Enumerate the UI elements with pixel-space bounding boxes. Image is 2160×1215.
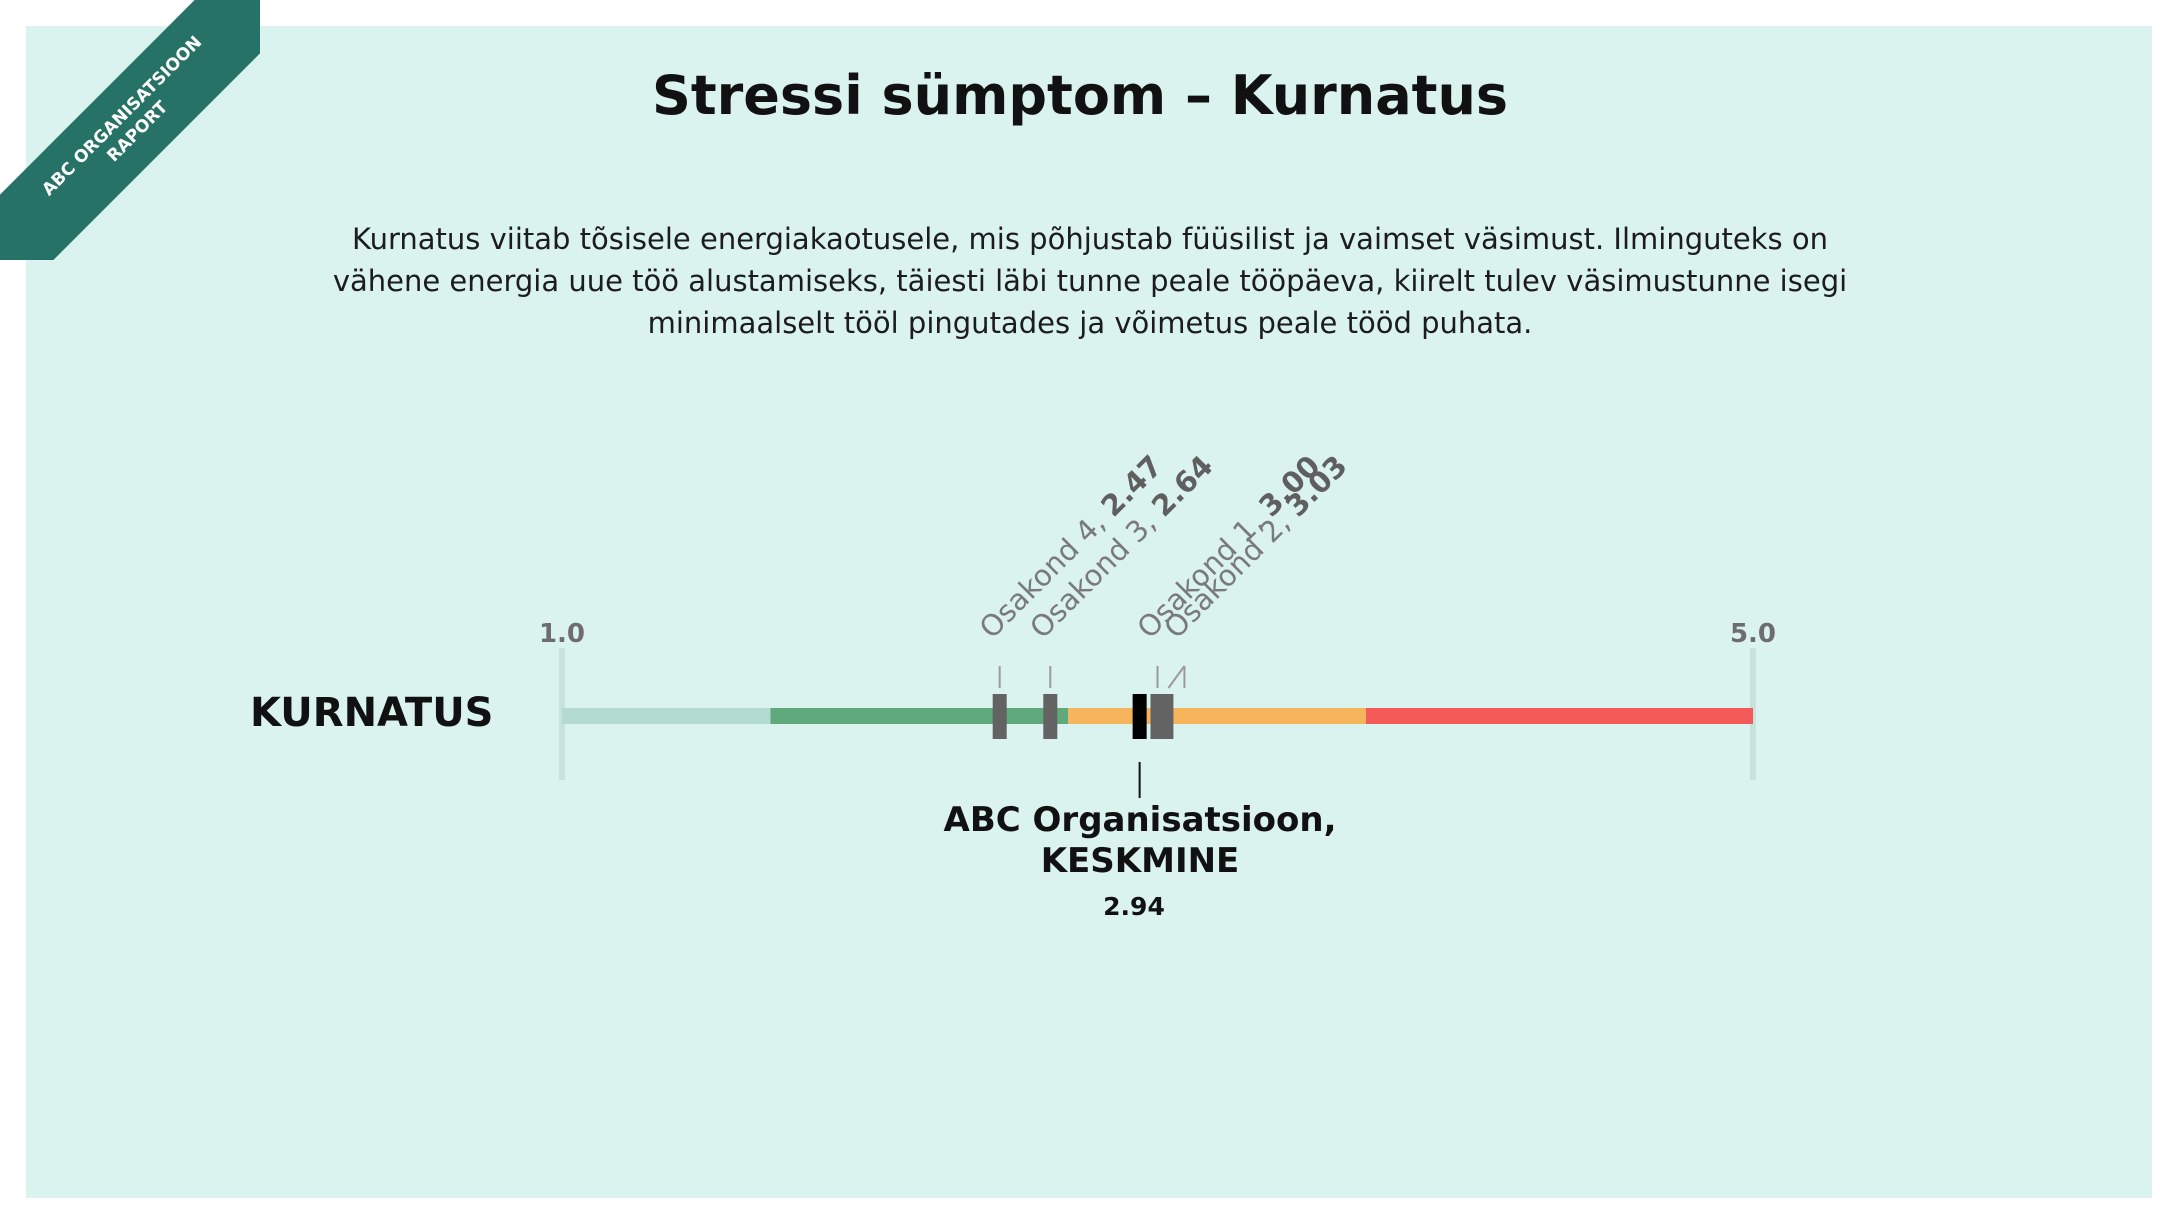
scale-band-2 xyxy=(770,708,1069,724)
page-title: Stressi sümptom – Kurnatus xyxy=(651,64,1509,127)
average-value: 2.94 xyxy=(1103,892,1165,921)
scale-row-label: KURNATUS xyxy=(250,690,494,736)
badge-line-2: RAPORT xyxy=(103,97,173,167)
marker-osakond-4 xyxy=(992,694,1007,739)
badge-ribbon: ABC ORGANISATSIOON RAPORT xyxy=(0,0,260,260)
scale-band-4 xyxy=(1365,708,1753,724)
axis-tick-label: 1.0 xyxy=(539,619,585,649)
report-badge: ABC ORGANISATSIOON RAPORT xyxy=(0,0,260,260)
slide-panel xyxy=(26,26,2152,1198)
scale-band-3 xyxy=(1068,708,1366,724)
scale-band-1 xyxy=(562,708,771,724)
average-label-line-2: KESKMINE xyxy=(1040,841,1240,881)
marker-osakond-3 xyxy=(1043,694,1058,739)
average-label: ABC Organisatsioon, KESKMINE xyxy=(900,800,1380,882)
marker-leader-line xyxy=(1167,665,1186,689)
marker-osakond-2 xyxy=(1159,694,1174,739)
description-text: Kurnatus viitab tõsisele energiakaotusel… xyxy=(332,222,1848,340)
average-marker xyxy=(1132,694,1147,739)
axis-tick-label: 5.0 xyxy=(1730,619,1776,649)
average-label-line-1: ABC Organisatsioon, xyxy=(943,800,1337,840)
